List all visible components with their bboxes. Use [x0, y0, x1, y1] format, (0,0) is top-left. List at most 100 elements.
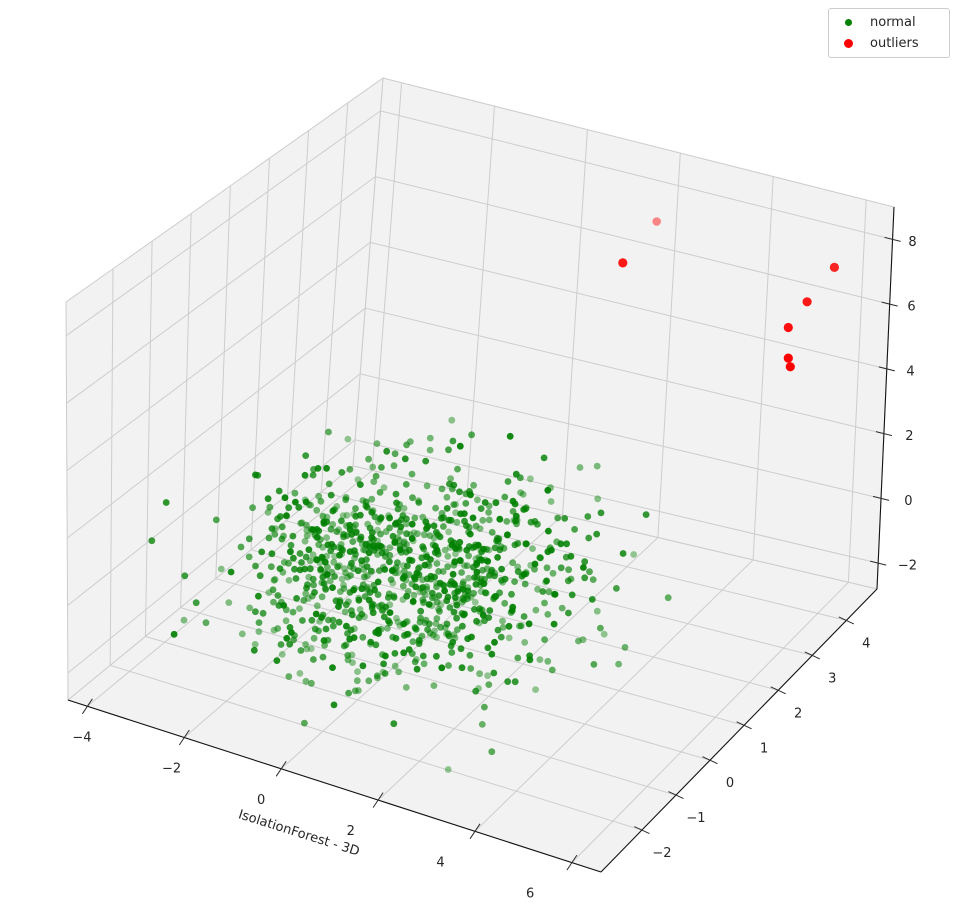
normal-point	[421, 561, 429, 569]
normal-point	[265, 589, 273, 596]
normal-point	[283, 634, 291, 642]
z-grid-line-left-wall	[67, 439, 356, 674]
normal-point	[338, 517, 345, 525]
normal-point	[396, 546, 404, 554]
normal-point	[544, 657, 552, 665]
normal-point	[501, 575, 509, 583]
normal-point	[485, 509, 492, 516]
normal-point	[571, 526, 578, 533]
normal-point	[355, 594, 363, 602]
normal-point	[384, 625, 391, 632]
normal-point	[354, 476, 362, 484]
normal-point	[192, 599, 200, 607]
normal-point	[478, 721, 486, 728]
normal-point	[433, 652, 440, 660]
normal-point	[329, 664, 336, 671]
normal-point	[296, 550, 304, 557]
normal-point	[325, 480, 333, 488]
normal-point	[335, 618, 343, 626]
normal-point	[413, 569, 421, 577]
normal-point	[481, 617, 488, 625]
x-grid-line-floor	[571, 581, 849, 863]
normal-point	[268, 525, 276, 532]
normal-point	[509, 508, 517, 515]
z-grid-line-right-wall	[370, 241, 887, 370]
y-grid-line-wall	[250, 158, 270, 550]
normal-point	[341, 608, 349, 616]
normal-point	[353, 677, 361, 685]
normal-point	[325, 428, 332, 436]
x-grid-line-wall	[657, 153, 681, 538]
normal-point	[286, 624, 294, 631]
normal-point	[358, 557, 365, 565]
normal-point	[314, 533, 321, 541]
normal-point	[274, 592, 282, 599]
normal-point	[339, 512, 347, 520]
normal-point	[456, 556, 464, 564]
x-axis-spine	[67, 699, 602, 873]
normal-point	[390, 720, 398, 728]
x-grid-line-wall	[371, 82, 403, 471]
normal-point	[485, 516, 493, 524]
normal-point	[451, 589, 459, 597]
legend-marker-box	[842, 38, 854, 48]
normal-point	[278, 651, 286, 658]
normal-point	[391, 662, 399, 670]
normal-point	[472, 687, 480, 695]
normal-point	[256, 572, 264, 580]
normal-point	[558, 604, 566, 612]
normal-point	[366, 589, 374, 596]
normal-point	[469, 514, 477, 522]
normal-point	[531, 560, 539, 568]
y-tick-label: 0	[726, 776, 734, 791]
normal-point	[482, 589, 490, 597]
normal-point	[358, 611, 366, 618]
normal-point	[258, 548, 266, 556]
normal-point	[536, 656, 544, 663]
normal-point	[309, 471, 317, 479]
normal-point	[565, 609, 572, 617]
normal-point	[514, 654, 522, 662]
normal-point	[447, 475, 454, 482]
normal-point	[312, 610, 320, 618]
x-tick-mark	[372, 792, 384, 808]
normal-point	[435, 592, 443, 599]
x-grid-line-wall	[847, 199, 867, 583]
normal-point	[615, 660, 622, 668]
normal-point	[509, 559, 517, 567]
normal-point	[318, 579, 326, 587]
y-tick-label: −1	[686, 811, 705, 826]
normal-point	[365, 677, 373, 685]
normal-point	[292, 498, 299, 506]
normal-point	[400, 539, 408, 547]
normal-point	[517, 622, 525, 630]
z-grid-line-left-wall	[65, 110, 381, 337]
normal-point	[400, 568, 408, 575]
normal-point	[423, 583, 431, 591]
normal-point	[303, 584, 310, 592]
y-grid-line-wall	[109, 268, 114, 666]
normal-point	[289, 608, 297, 616]
normal-point	[452, 501, 459, 508]
normal-point	[319, 653, 327, 661]
normal-point	[593, 530, 601, 538]
normal-point	[499, 624, 507, 631]
x-tick-mark	[178, 729, 190, 746]
normal-point	[479, 566, 486, 574]
normal-point	[563, 540, 570, 548]
normal-point	[334, 563, 341, 571]
normal-point	[557, 564, 565, 572]
normal-point	[364, 583, 371, 591]
normal-point	[285, 559, 292, 567]
normal-point	[481, 703, 488, 711]
normal-point	[381, 566, 389, 573]
normal-point	[343, 522, 350, 530]
normal-point	[307, 565, 314, 573]
normal-point	[289, 532, 297, 540]
normal-point	[435, 605, 442, 613]
normal-point	[393, 614, 400, 622]
normal-point	[318, 593, 326, 601]
normal-point	[324, 636, 332, 644]
normal-point	[373, 440, 381, 447]
normal-point	[448, 541, 456, 549]
